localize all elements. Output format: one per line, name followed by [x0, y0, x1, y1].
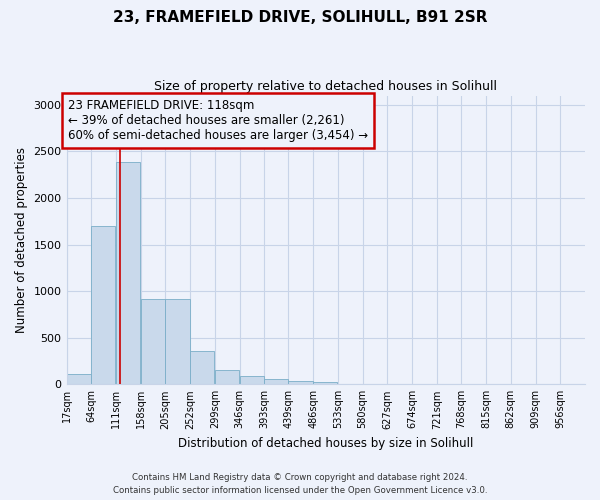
X-axis label: Distribution of detached houses by size in Solihull: Distribution of detached houses by size …: [178, 437, 473, 450]
Bar: [166, 298, 190, 384]
Bar: [190, 351, 214, 384]
Text: 23, FRAMEFIELD DRIVE, SOLIHULL, B91 2SR: 23, FRAMEFIELD DRIVE, SOLIHULL, B91 2SR: [113, 10, 487, 25]
Bar: [289, 380, 313, 384]
Bar: [91, 226, 115, 384]
Bar: [215, 370, 239, 384]
Bar: [116, 162, 140, 384]
Bar: [264, 378, 289, 384]
Bar: [313, 382, 337, 384]
Title: Size of property relative to detached houses in Solihull: Size of property relative to detached ho…: [154, 80, 497, 93]
Bar: [140, 298, 165, 384]
Bar: [67, 374, 91, 384]
Bar: [239, 376, 264, 384]
Y-axis label: Number of detached properties: Number of detached properties: [15, 147, 28, 333]
Text: Contains HM Land Registry data © Crown copyright and database right 2024.
Contai: Contains HM Land Registry data © Crown c…: [113, 474, 487, 495]
Text: 23 FRAMEFIELD DRIVE: 118sqm
← 39% of detached houses are smaller (2,261)
60% of : 23 FRAMEFIELD DRIVE: 118sqm ← 39% of det…: [68, 100, 368, 142]
